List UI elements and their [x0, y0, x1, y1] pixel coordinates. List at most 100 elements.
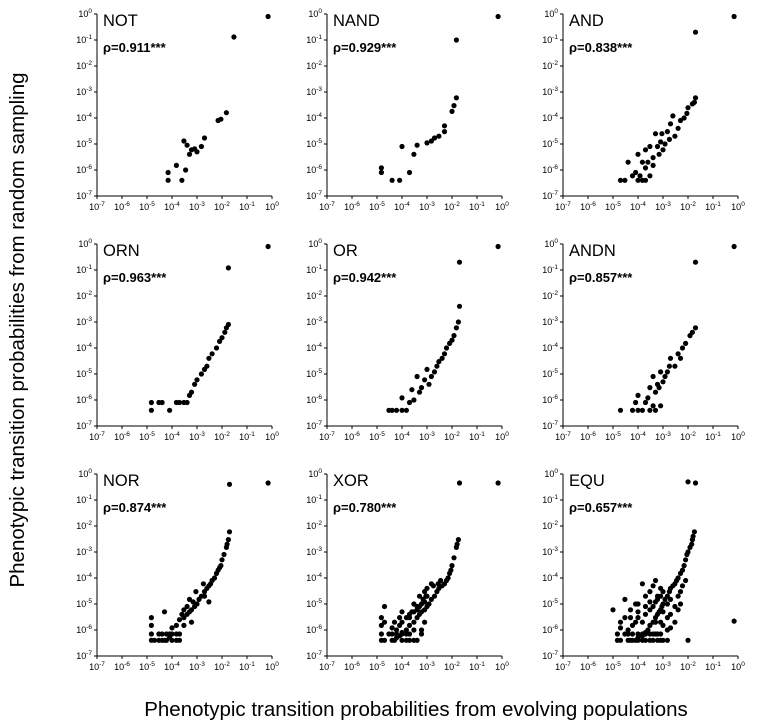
data-point	[414, 637, 420, 643]
data-point	[403, 615, 409, 621]
data-point	[439, 355, 445, 361]
x-tick-label: 10-1	[705, 661, 721, 672]
x-tick-label: 10-2	[444, 661, 460, 672]
data-point	[642, 611, 649, 617]
data-point	[647, 607, 653, 613]
y-tick-label: 10-7	[76, 190, 92, 201]
data-point	[265, 243, 271, 250]
y-tick-label: 10-1	[76, 264, 92, 275]
y-tick-label: 10-3	[306, 316, 322, 327]
data-point	[627, 607, 634, 613]
x-tick-label: 10-3	[189, 201, 205, 212]
data-point	[692, 259, 699, 265]
data-point	[148, 631, 154, 637]
data-point	[411, 627, 417, 633]
data-point	[652, 619, 659, 625]
data-point	[441, 129, 448, 135]
data-point	[629, 622, 636, 629]
data-point	[650, 637, 656, 643]
data-point	[389, 631, 395, 637]
y-tick-label: 10-5	[306, 138, 322, 149]
panel-equ: 10-7 10-6 10-5 10-4 10-3 10-2 10-1 100 10-7 10-6 1…	[542, 468, 745, 672]
y-tick-label: 10-1	[542, 494, 558, 505]
y-tick-label: 100	[78, 238, 92, 249]
data-point	[198, 143, 204, 150]
data-point	[436, 359, 442, 365]
data-point	[176, 637, 183, 643]
y-tick-label: 10-5	[76, 598, 92, 609]
data-point	[173, 399, 179, 406]
panel-orn: 10-7 10-6 10-5 10-4 10-3 10-2 10-1 100 10-7 10-6 1…	[76, 238, 279, 442]
data-point	[666, 136, 673, 142]
data-point	[662, 373, 668, 380]
rho-label: ρ=0.857***	[569, 270, 633, 285]
data-point	[406, 399, 413, 406]
data-point	[629, 173, 636, 179]
y-tick-label: 10-1	[306, 264, 322, 275]
x-tick-label: 10-2	[680, 661, 696, 672]
data-point	[381, 619, 388, 625]
y-tick-label: 10-3	[76, 316, 92, 327]
y-tick-label: 10-5	[76, 368, 92, 379]
data-point	[614, 637, 621, 643]
panel-title: ANDN	[569, 242, 616, 260]
data-point	[148, 399, 154, 406]
y-tick-label: 10-2	[542, 290, 558, 301]
data-point	[617, 407, 624, 413]
data-point	[422, 377, 428, 383]
data-point	[456, 259, 463, 265]
panel-nand: 10-7 10-6 10-5 10-4 10-3 10-2 10-1 100 10-7 10-6 1…	[306, 8, 509, 212]
panel-not: 10-7 10-6 10-5 10-4 10-3 10-2 10-1 100 10-7 10-6 1…	[76, 8, 279, 212]
data-point	[165, 169, 171, 176]
data-point	[389, 177, 395, 183]
x-tick-label: 10-3	[419, 661, 435, 672]
data-point	[625, 627, 631, 633]
data-point	[406, 169, 413, 176]
data-point	[403, 407, 409, 413]
data-point	[639, 407, 646, 413]
data-point	[173, 622, 179, 629]
data-point	[691, 529, 698, 535]
data-point	[666, 363, 673, 369]
data-point	[159, 631, 165, 637]
data-point	[201, 135, 208, 141]
data-point	[639, 159, 646, 165]
data-point	[642, 399, 649, 406]
data-point	[642, 147, 649, 153]
data-point	[188, 619, 195, 625]
data-point	[633, 399, 639, 406]
data-point	[399, 395, 405, 401]
data-point	[406, 622, 413, 629]
data-point	[193, 589, 199, 595]
data-point	[687, 333, 693, 339]
y-tick-label: 10-6	[542, 164, 558, 175]
x-tick-label: 10-1	[239, 431, 255, 442]
data-point	[453, 37, 459, 43]
data-point	[659, 131, 665, 137]
x-tick-label: 10-2	[680, 431, 696, 442]
y-tick-label: 100	[78, 468, 92, 479]
data-point	[635, 631, 641, 637]
y-tick-label: 10-4	[542, 342, 558, 353]
data-point	[667, 121, 674, 127]
y-tick-label: 10-1	[306, 34, 322, 45]
data-point	[672, 603, 678, 610]
x-axis-title: Phenotypic transition probabilities from…	[144, 698, 688, 721]
data-point	[652, 407, 659, 413]
data-point	[378, 169, 384, 176]
data-point	[692, 325, 699, 331]
data-point	[635, 392, 641, 398]
data-point	[689, 101, 696, 107]
data-point	[165, 177, 171, 183]
data-point	[411, 619, 417, 625]
x-tick-label: 10-4	[164, 201, 180, 212]
y-tick-label: 10-6	[306, 164, 322, 175]
x-tick-label: 10-5	[605, 201, 621, 212]
data-point	[148, 615, 154, 621]
y-tick-label: 10-7	[542, 190, 558, 201]
data-point	[225, 265, 231, 271]
data-point	[161, 637, 168, 643]
data-point	[635, 177, 641, 183]
y-tick-label: 10-2	[76, 520, 92, 531]
